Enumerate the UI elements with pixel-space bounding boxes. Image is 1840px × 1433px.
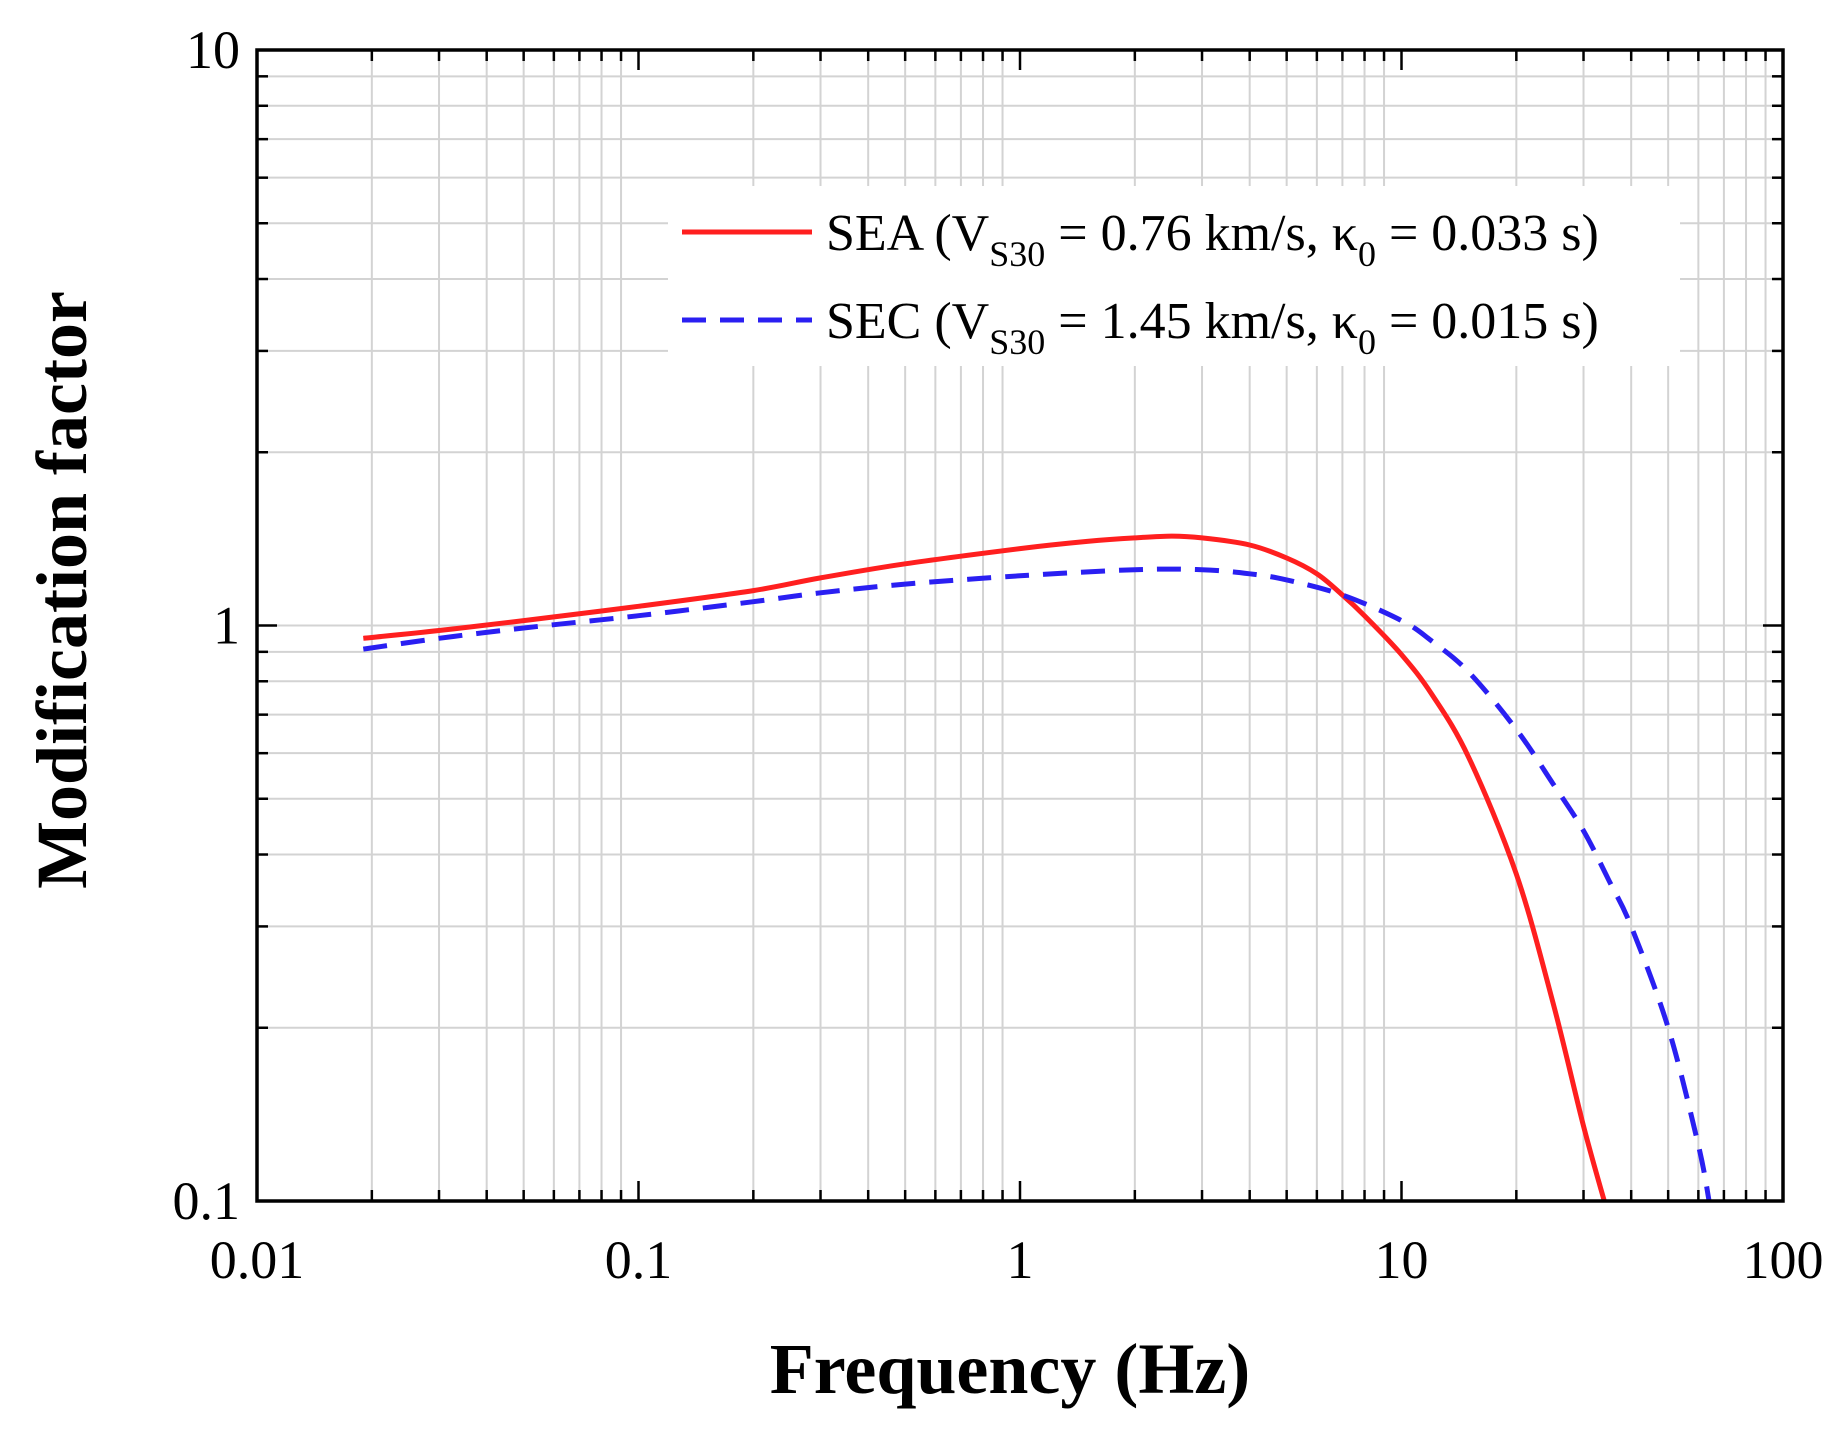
x-tick-label: 1: [1007, 1230, 1034, 1290]
x-tick-label: 10: [1375, 1230, 1429, 1290]
x-tick-label: 0.1: [605, 1230, 673, 1290]
y-axis-label: Modification factor: [22, 291, 102, 889]
legend: SEA (VS30 = 0.76 km/s, κ0 = 0.033 s) SEC…: [668, 186, 1680, 366]
tick-layer: [255, 50, 1783, 1203]
series-line-sec: [362, 566, 1712, 1201]
y-tick-label: 10: [186, 20, 240, 80]
legend-label-sea: SEA (VS30 = 0.76 km/s, κ0 = 0.033 s): [826, 205, 1599, 274]
x-axis-label: Frequency (Hz): [770, 1329, 1251, 1409]
series-layer: [362, 533, 1712, 1201]
x-tick-label: 0.01: [210, 1230, 305, 1290]
y-tick-label: 1: [213, 596, 240, 656]
x-tick-label: 100: [1743, 1230, 1824, 1290]
legend-label-sec: SEC (VS30 = 1.45 km/s, κ0 = 0.015 s): [826, 293, 1599, 362]
y-tick-label: 0.1: [173, 1171, 241, 1231]
series-line-sea: [363, 533, 1607, 1201]
legend-background: [668, 186, 1680, 366]
